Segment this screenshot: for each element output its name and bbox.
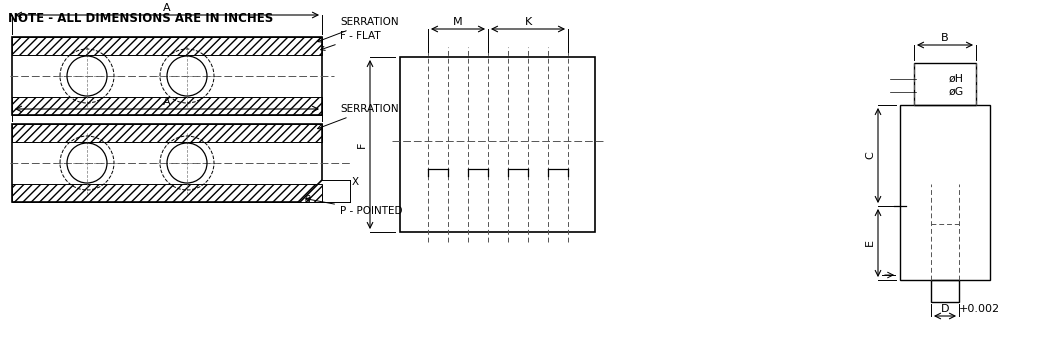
Text: +0.002: +0.002: [959, 304, 1000, 314]
Text: $\theta$: $\theta$: [304, 193, 312, 205]
Text: F - FLAT: F - FLAT: [320, 31, 380, 50]
Text: P - POINTED: P - POINTED: [306, 197, 402, 216]
Text: M: M: [454, 17, 463, 27]
Text: B: B: [941, 33, 949, 43]
Text: SERRATION: SERRATION: [317, 104, 399, 129]
Text: NOTE - ALL DIMENSIONS ARE IN INCHES: NOTE - ALL DIMENSIONS ARE IN INCHES: [8, 12, 273, 25]
Bar: [12, 97, 322, 115]
Text: øH: øH: [949, 74, 964, 84]
Text: SERRATION: SERRATION: [317, 17, 399, 42]
Text: C: C: [865, 152, 875, 159]
Text: A: A: [163, 97, 171, 107]
Text: E: E: [865, 239, 875, 246]
Bar: [400, 57, 595, 232]
Text: øG: øG: [949, 86, 964, 97]
Bar: [931, 280, 959, 302]
Text: D: D: [941, 304, 949, 314]
Text: X: X: [352, 177, 359, 187]
Bar: [12, 184, 322, 202]
Text: A: A: [163, 3, 171, 13]
Bar: [900, 105, 990, 280]
Bar: [12, 37, 322, 55]
Bar: [12, 124, 322, 142]
Text: F: F: [357, 141, 367, 148]
Bar: [914, 63, 976, 105]
Text: K: K: [524, 17, 531, 27]
Bar: [12, 37, 322, 115]
